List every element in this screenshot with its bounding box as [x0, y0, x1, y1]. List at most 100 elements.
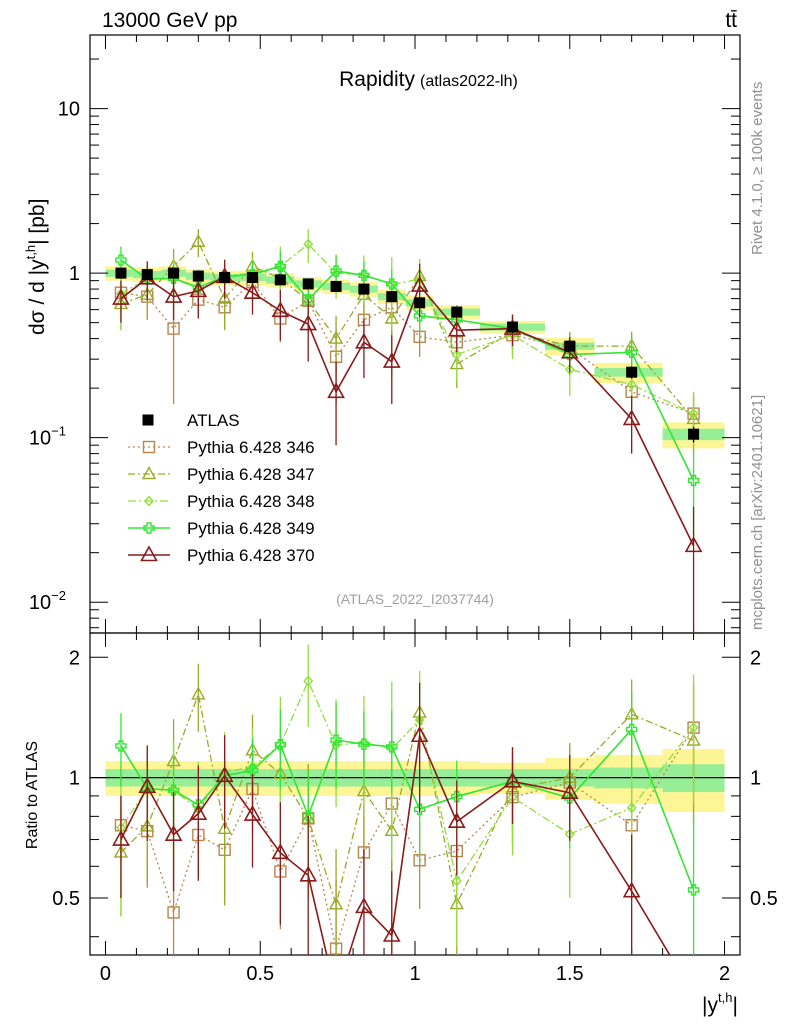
- ratio-point: [413, 803, 426, 815]
- legend-marker: [142, 440, 156, 454]
- energy-label: 13000 GeV pp: [102, 9, 237, 32]
- data-point: [274, 260, 287, 273]
- ratio-point: [271, 843, 290, 860]
- data-point: [189, 281, 208, 298]
- ratio-point: [451, 875, 462, 887]
- series-line-ratio: [120, 732, 671, 955]
- legend: ATLAS Pythia 6.428 346 Pythia 6.428 347 Pyt…: [128, 411, 315, 565]
- ratio-point: [688, 722, 699, 734]
- ratio-point: [625, 723, 638, 736]
- data-point: [115, 267, 127, 279]
- ratio-tick-label-left: 1: [69, 768, 80, 790]
- ratio-point: [355, 897, 373, 914]
- data-point: [507, 321, 518, 333]
- data-point: [358, 269, 370, 282]
- legend-marker: [142, 414, 154, 426]
- data-point: [302, 278, 314, 290]
- data-point: [327, 382, 345, 399]
- data-point: [410, 275, 429, 292]
- ratio-point: [164, 825, 183, 841]
- ratio-point: [274, 738, 287, 751]
- data-point: [141, 269, 153, 281]
- ratio-point: [328, 896, 344, 910]
- data-point: [358, 283, 370, 295]
- ratio-point: [167, 906, 180, 919]
- data-point: [688, 428, 700, 440]
- ratio-point: [622, 881, 641, 898]
- data-point: [247, 272, 258, 284]
- x-axis-label-main: |y: [702, 994, 718, 1017]
- ratio-point: [447, 812, 466, 828]
- y-tick-label-exponent: −2: [51, 588, 66, 603]
- ratio-point: [386, 741, 398, 753]
- data-point: [112, 288, 130, 305]
- data-point: [191, 233, 206, 248]
- data-point: [414, 297, 426, 309]
- ratio-point: [112, 829, 130, 846]
- legend-marker: [140, 545, 158, 562]
- ratio-point: [217, 820, 232, 834]
- data-point: [274, 274, 286, 286]
- ratio-point: [115, 740, 127, 752]
- ratio-point: [451, 790, 463, 803]
- data-point: [330, 280, 342, 292]
- data-point: [192, 270, 204, 282]
- legend-label: Pythia 6.428 348: [187, 492, 315, 511]
- process-label: tt̄: [725, 9, 737, 32]
- data-point: [302, 293, 314, 306]
- ratio-point: [687, 884, 700, 896]
- ratio-point: [503, 771, 522, 788]
- data-point: [451, 348, 462, 361]
- legend-item-3: Pythia 6.428 348: [128, 492, 315, 511]
- ratio-point: [410, 726, 429, 743]
- data-point: [217, 290, 232, 304]
- x-tick-label: 0: [100, 963, 111, 985]
- y-axis-label: dσ / d |yt,h| [pb]: [23, 199, 49, 335]
- legend-item-atlas: ATLAS: [142, 411, 240, 430]
- analysis-id: (ATLAS_2022_I2037744): [336, 591, 494, 607]
- y-axis-label-main: dσ / d |y: [26, 259, 49, 335]
- data-point: [447, 320, 466, 337]
- x-tick-label: 0.5: [246, 963, 274, 985]
- data-point: [303, 238, 314, 250]
- mcplots-label: mcplots.cern.ch [arXiv:2401.10621]: [749, 395, 766, 630]
- data-point: [382, 351, 401, 368]
- legend-label: Pythia 6.428 346: [187, 438, 315, 457]
- axis-ticks: 0 0.5 1 1.5 2 10−2 10−1 1 10 0.5 0.5 1 1 2 2: [29, 35, 778, 985]
- data-point: [386, 291, 398, 303]
- ratio-tick-label-left: 0.5: [52, 888, 80, 910]
- y-axis-label-sup: t,h: [23, 245, 38, 259]
- ratio-point: [189, 804, 208, 820]
- data-point: [219, 272, 231, 284]
- data-point: [355, 332, 373, 349]
- y-tick-label: 10: [58, 99, 80, 121]
- ratio-point: [358, 738, 370, 750]
- data-point: [243, 283, 262, 300]
- data-point: [328, 330, 344, 344]
- ratio-point: [626, 802, 637, 814]
- data-point: [451, 306, 463, 318]
- ratio-tick-label-right: 2: [750, 647, 761, 669]
- y-tick-label: 1: [69, 263, 80, 285]
- legend-item-2: Pythia 6.428 347: [128, 465, 315, 484]
- legend-label: ATLAS: [187, 411, 240, 430]
- ratio-point: [299, 865, 318, 882]
- ratio-tick-label-right: 1: [750, 768, 761, 790]
- ratio-point: [138, 777, 157, 794]
- y-tick-label-exponent: −1: [51, 424, 66, 439]
- legend-marker: [141, 466, 157, 480]
- data-point: [168, 267, 180, 279]
- ratio-axis-label: Ratio to ATLAS: [24, 741, 41, 849]
- legend-item-4: Pythia 6.428 349: [128, 519, 315, 538]
- data-point: [386, 278, 398, 290]
- data-point: [626, 366, 638, 378]
- chart-title: Rapidity: [339, 68, 415, 91]
- data-point: [626, 379, 637, 391]
- x-tick-label: 1.5: [556, 963, 584, 985]
- ratio-point: [246, 764, 259, 777]
- rivet-version-label: Rivet 4.1.0, ≥ 100k events: [749, 82, 766, 255]
- legend-label: Pythia 6.428 370: [187, 546, 315, 565]
- data-point: [687, 474, 700, 487]
- chart-subtitle: (atlas2022-lh): [420, 73, 518, 90]
